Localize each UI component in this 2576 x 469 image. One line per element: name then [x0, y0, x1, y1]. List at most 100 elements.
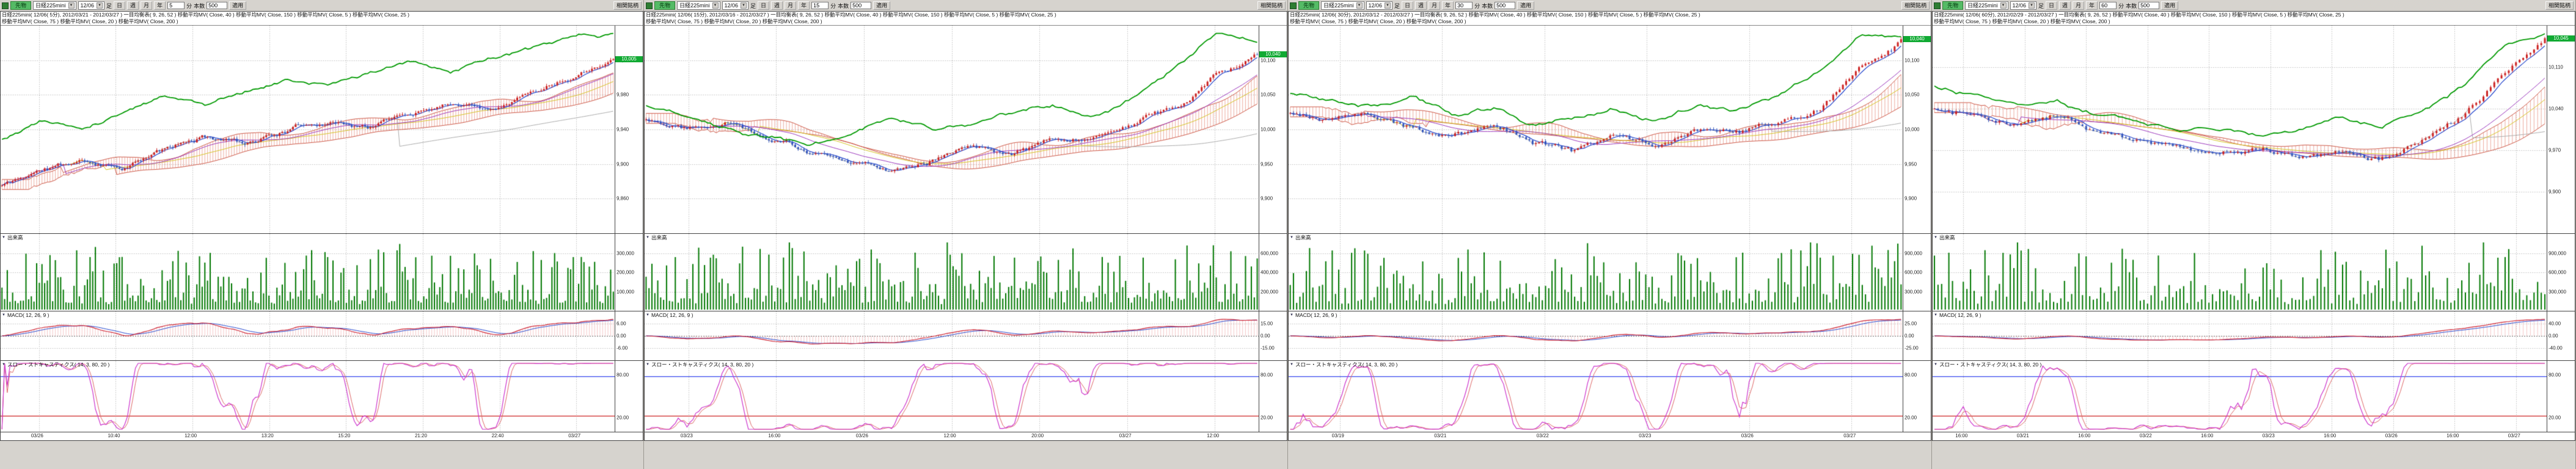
collapse-arrow-icon[interactable]: ▼ [646, 313, 649, 317]
apply-button[interactable]: 適用 [873, 1, 891, 10]
chevron-down-icon: ▼ [68, 2, 75, 9]
volume-chart-canvas[interactable] [1933, 234, 2547, 311]
period-year-button[interactable]: 年 [2086, 1, 2098, 10]
bars-input[interactable] [1495, 2, 1516, 9]
volume-section-header: ▼ 出来高 [645, 234, 667, 241]
bars-input[interactable] [2139, 2, 2160, 9]
x-axis-label: 16:00 [768, 433, 781, 438]
minute-input[interactable] [167, 2, 185, 9]
period-day-button[interactable]: 日 [1402, 1, 1414, 10]
period-month-button[interactable]: 月 [2073, 1, 2085, 10]
correlation-button[interactable]: 相関銘柄 [1901, 1, 1930, 10]
period-week-button[interactable]: 週 [1415, 1, 1427, 10]
period-week-button[interactable]: 週 [771, 1, 783, 10]
period-week-button[interactable]: 週 [2059, 1, 2071, 10]
period-month-button[interactable]: 月 [141, 1, 153, 10]
macd-chart-canvas[interactable] [645, 311, 1259, 360]
collapse-arrow-icon[interactable]: ▼ [646, 362, 649, 366]
collapse-arrow-icon[interactable]: ▼ [646, 235, 649, 239]
chevron-down-icon: ▼ [1356, 2, 1363, 9]
axis-tick-label: 15.00 [1261, 321, 1273, 327]
axis-tick-label: 25.00 [1905, 321, 1917, 327]
collapse-arrow-icon[interactable]: ▼ [2, 362, 5, 366]
macd-chart-canvas[interactable] [1, 311, 615, 360]
axis-tick-label: 20.00 [1905, 415, 1917, 421]
price-chart-canvas[interactable] [645, 26, 1259, 233]
apply-button[interactable]: 適用 [1517, 1, 1535, 10]
x-axis-label: 03/21 [2016, 433, 2029, 438]
collapse-arrow-icon[interactable]: ▼ [2, 235, 5, 239]
chart-header: 日経225mini( 12/06( 5分), 2012/03/21 - 2012… [1, 12, 643, 26]
contract-select[interactable]: 12/06 ▼ [1366, 1, 1392, 10]
symbol-select[interactable]: 日経225mini ▼ [677, 1, 720, 10]
stoch-axis: 80.00 20.00 [1903, 361, 1931, 432]
futures-tab[interactable]: 先物 [1942, 1, 1964, 10]
axis-tick-label: 600,000 [1261, 250, 1278, 256]
axis-tick-label: 9,900 [1261, 195, 1273, 202]
correlation-button[interactable]: 相関銘柄 [1257, 1, 1286, 10]
stoch-chart-canvas[interactable] [1289, 361, 1903, 432]
volume-chart-canvas[interactable] [1, 234, 615, 311]
correlation-button[interactable]: 相関銘柄 [613, 1, 642, 10]
collapse-arrow-icon[interactable]: ▼ [2, 313, 5, 317]
collapse-arrow-icon[interactable]: ▼ [1934, 313, 1937, 317]
price-chart-canvas[interactable] [1, 26, 615, 233]
macd-axis: 40.00 0.00 -40.00 [2547, 311, 2575, 360]
axis-tick-label: 600,000 [1905, 269, 1922, 275]
collapse-arrow-icon[interactable]: ▼ [1934, 235, 1937, 239]
price-chart-canvas[interactable] [1933, 26, 2547, 233]
stoch-chart-canvas[interactable] [1, 361, 615, 432]
symbol-value: 日経225mini [679, 2, 710, 9]
collapse-arrow-icon[interactable]: ▼ [1290, 362, 1293, 366]
bars-input[interactable] [207, 2, 228, 9]
contract-select[interactable]: 12/06 ▼ [78, 1, 104, 10]
contract-select[interactable]: 12/06 ▼ [2010, 1, 2036, 10]
period-month-button[interactable]: 月 [785, 1, 797, 10]
chart-header: 日経225mini( 12/06( 30分), 2012/03/12 - 201… [1289, 12, 1931, 26]
axis-tick-label: 100,000 [617, 289, 634, 294]
bars-input[interactable] [851, 2, 872, 9]
chevron-down-icon: ▼ [2000, 2, 2007, 9]
period-year-button[interactable]: 年 [1442, 1, 1454, 10]
volume-chart-canvas[interactable] [1289, 234, 1903, 311]
period-day-button[interactable]: 日 [114, 1, 126, 10]
collapse-arrow-icon[interactable]: ▼ [1290, 313, 1293, 317]
futures-tab[interactable]: 先物 [10, 1, 32, 10]
collapse-arrow-icon[interactable]: ▼ [1290, 235, 1293, 239]
minute-input[interactable] [2099, 2, 2117, 9]
macd-chart-canvas[interactable] [1933, 311, 2547, 360]
period-week-button[interactable]: 週 [127, 1, 139, 10]
chart-title-line1: 日経225mini( 12/06( 15分), 2012/03/16 - 201… [646, 12, 1056, 18]
period-day-button[interactable]: 日 [2046, 1, 2058, 10]
symbol-select[interactable]: 日経225mini ▼ [33, 1, 76, 10]
axis-tick-label: 80.00 [1905, 372, 1917, 378]
volume-chart-canvas[interactable] [645, 234, 1259, 311]
futures-tab[interactable]: 先物 [1298, 1, 1320, 10]
period-month-button[interactable]: 月 [1429, 1, 1441, 10]
period-day-button[interactable]: 日 [758, 1, 770, 10]
contract-select[interactable]: 12/06 ▼ [722, 1, 748, 10]
minute-input[interactable] [1455, 2, 1473, 9]
macd-chart-canvas[interactable] [1289, 311, 1903, 360]
volume-axis: 900,000 600,000 300,000 [1903, 234, 1931, 311]
price-chart-canvas[interactable] [1289, 26, 1903, 233]
symbol-select[interactable]: 日経225mini ▼ [1965, 1, 2008, 10]
axis-tick-label: 9,980 [617, 92, 629, 98]
collapse-arrow-icon[interactable]: ▼ [1934, 362, 1937, 366]
futures-tab[interactable]: 先物 [654, 1, 676, 10]
period-year-button[interactable]: 年 [154, 1, 166, 10]
axis-tick-label: 9,900 [617, 161, 629, 167]
stoch-chart-canvas[interactable] [645, 361, 1259, 432]
symbol-select[interactable]: 日経225mini ▼ [1321, 1, 1364, 10]
stoch-section-header: ▼ スロー・ストキャスティクス( 14, 3, 80, 20 ) [645, 361, 753, 368]
stoch-section: ▼ スロー・ストキャスティクス( 14, 3, 80, 20 ) 80.00 20… [1289, 361, 1931, 432]
axis-tick-label: 20.00 [1261, 415, 1273, 421]
minute-input[interactable] [811, 2, 829, 9]
x-axis-label: 03/19 [1331, 433, 1344, 438]
apply-button[interactable]: 適用 [2161, 1, 2179, 10]
correlation-button[interactable]: 相関銘柄 [2545, 1, 2574, 10]
stoch-chart-canvas[interactable] [1933, 361, 2547, 432]
x-axis-label: 03/22 [2139, 433, 2152, 438]
apply-button[interactable]: 適用 [229, 1, 247, 10]
period-year-button[interactable]: 年 [798, 1, 810, 10]
